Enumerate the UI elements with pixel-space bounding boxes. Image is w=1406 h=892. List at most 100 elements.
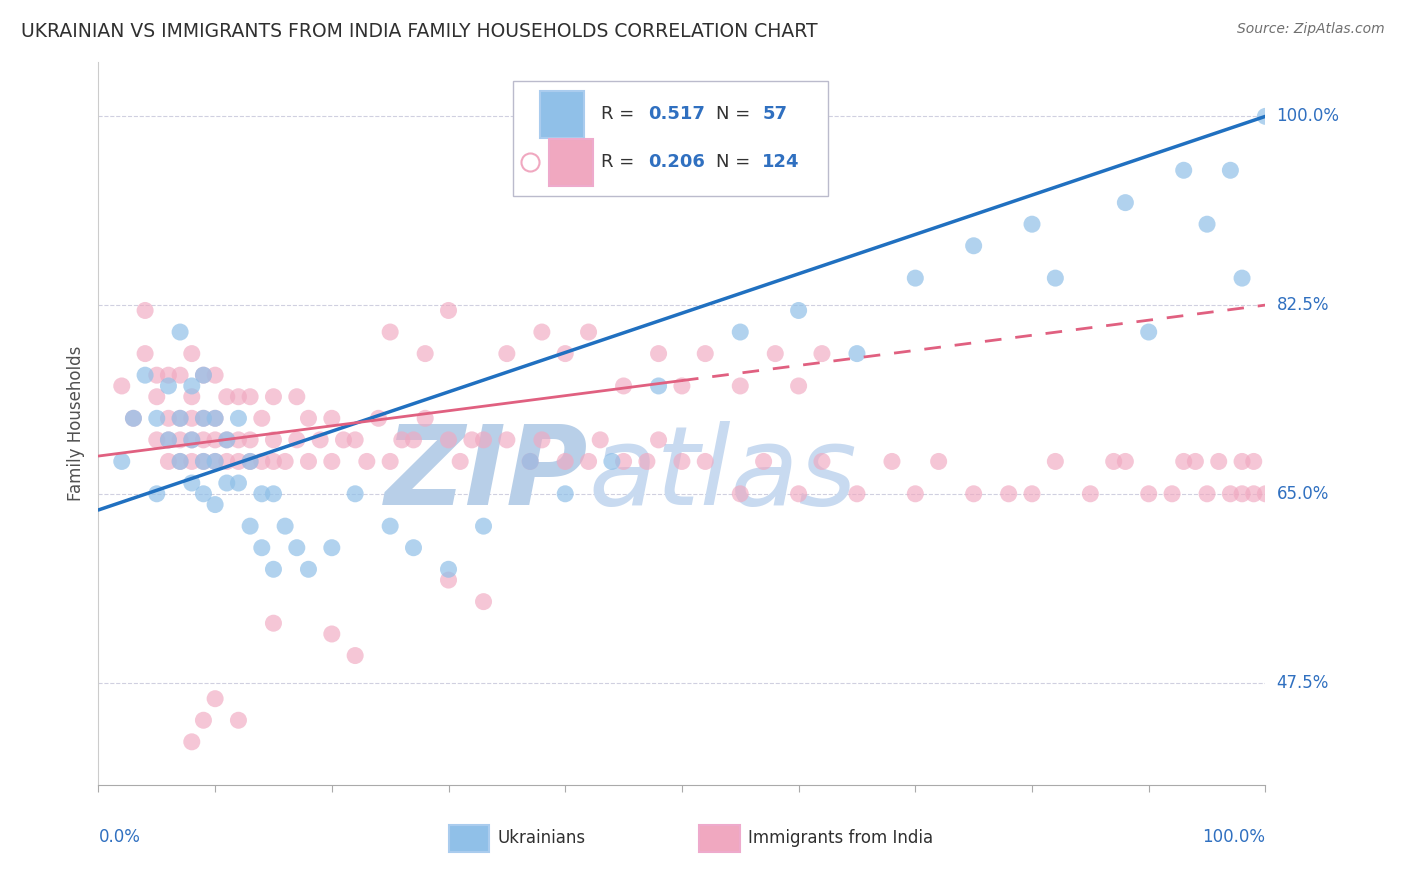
Point [274,519,297,533]
Point [215,390,238,404]
Point [904,487,927,501]
Point [519,454,541,468]
Point [636,454,658,468]
Point [391,433,413,447]
Point [730,325,752,339]
Point [1173,454,1195,468]
Text: 0.0%: 0.0% [98,829,141,847]
Point [228,390,250,404]
Point [204,411,226,425]
Text: atlas: atlas [589,421,858,528]
Point [262,487,284,501]
Point [344,487,367,501]
Point [402,541,425,555]
Point [122,411,145,425]
Point [169,433,191,447]
Point [613,379,636,393]
Point [193,411,215,425]
Point [846,346,869,360]
Point [204,454,226,468]
Point [730,379,752,393]
Point [613,454,636,468]
Point [180,411,202,425]
Point [228,411,250,425]
Point [1254,487,1277,501]
Text: UKRAINIAN VS IMMIGRANTS FROM INDIA FAMILY HOUSEHOLDS CORRELATION CHART: UKRAINIAN VS IMMIGRANTS FROM INDIA FAMIL… [21,22,818,41]
Point [134,368,156,383]
Text: 0.517: 0.517 [648,105,704,123]
Point [169,325,191,339]
Point [228,475,250,490]
Text: 82.5%: 82.5% [1277,296,1329,314]
Point [554,487,576,501]
Point [146,487,169,501]
Point [169,411,191,425]
Point [180,454,202,468]
Point [1184,454,1206,468]
Point [1161,487,1184,501]
FancyBboxPatch shape [513,80,828,196]
Point [250,541,273,555]
Bar [548,138,593,186]
Text: 124: 124 [762,153,800,171]
Point [647,346,669,360]
Point [228,454,250,468]
Point [332,433,354,447]
Point [193,411,215,425]
Point [600,454,623,468]
Point [380,325,402,339]
Point [437,303,460,318]
Point [250,454,273,468]
Point [262,562,284,576]
Text: 100.0%: 100.0% [1202,829,1265,847]
Point [496,433,519,447]
Point [297,562,319,576]
Point [157,411,180,425]
Point [1195,217,1218,231]
Point [1230,487,1253,501]
Point [1173,163,1195,178]
Point [1219,487,1241,501]
Point [204,498,226,512]
Point [262,454,284,468]
Point [472,519,495,533]
Point [589,433,612,447]
Point [228,713,250,727]
Point [1021,217,1043,231]
Point [437,562,460,576]
Point [262,616,284,631]
Point [146,411,169,425]
Point [239,433,262,447]
Point [204,433,226,447]
Point [1137,325,1160,339]
Point [157,433,180,447]
Point [530,433,553,447]
Point [1195,487,1218,501]
Point [928,454,950,468]
Point [1243,487,1265,501]
Point [204,368,226,383]
Point [496,346,519,360]
Point [846,487,869,501]
Point [239,454,262,468]
Point [1080,487,1102,501]
Point [811,454,834,468]
Point [1254,109,1277,123]
Text: Ukrainians: Ukrainians [498,830,586,847]
Text: ZIP: ZIP [385,421,589,528]
Point [356,454,378,468]
Point [752,454,775,468]
Text: 65.0%: 65.0% [1277,484,1329,503]
Point [578,454,600,468]
Point [1021,487,1043,501]
Point [962,239,984,253]
Point [519,454,541,468]
Point [239,454,262,468]
Point [146,368,169,383]
Point [380,519,402,533]
Point [321,411,343,425]
Text: R =: R = [602,153,640,171]
Point [1045,271,1067,285]
Point [228,433,250,447]
Point [111,454,134,468]
